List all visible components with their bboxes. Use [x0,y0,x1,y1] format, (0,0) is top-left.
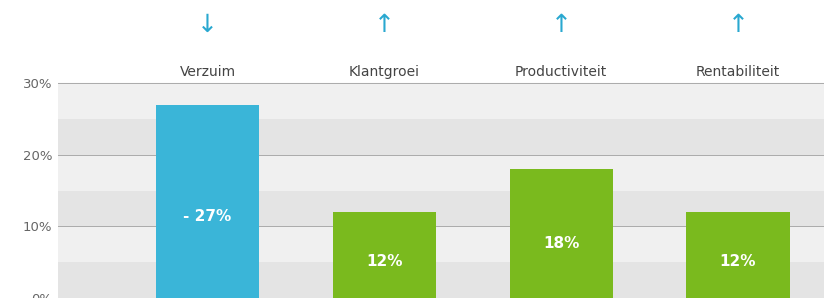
Text: ↑: ↑ [374,13,395,37]
Text: 18%: 18% [543,236,579,252]
Bar [333,212,436,298]
Text: - 27%: - 27% [184,209,232,224]
Bar [58,119,824,155]
Text: ↓: ↓ [197,13,218,37]
Text: ↑: ↑ [550,13,572,37]
Text: 12%: 12% [720,254,756,269]
Bar [686,212,789,298]
Bar [58,226,824,262]
Bar [58,83,824,119]
Text: Klantgroei: Klantgroei [349,65,420,79]
Bar [58,262,824,298]
Bar [156,105,259,298]
Text: Verzuim: Verzuim [180,65,236,79]
Bar [58,155,824,191]
Bar [58,191,824,226]
Text: ↑: ↑ [728,13,748,37]
Bar [509,169,613,298]
Text: Productiviteit: Productiviteit [515,65,607,79]
Text: 12%: 12% [366,254,403,269]
Text: Rentabiliteit: Rentabiliteit [696,65,780,79]
